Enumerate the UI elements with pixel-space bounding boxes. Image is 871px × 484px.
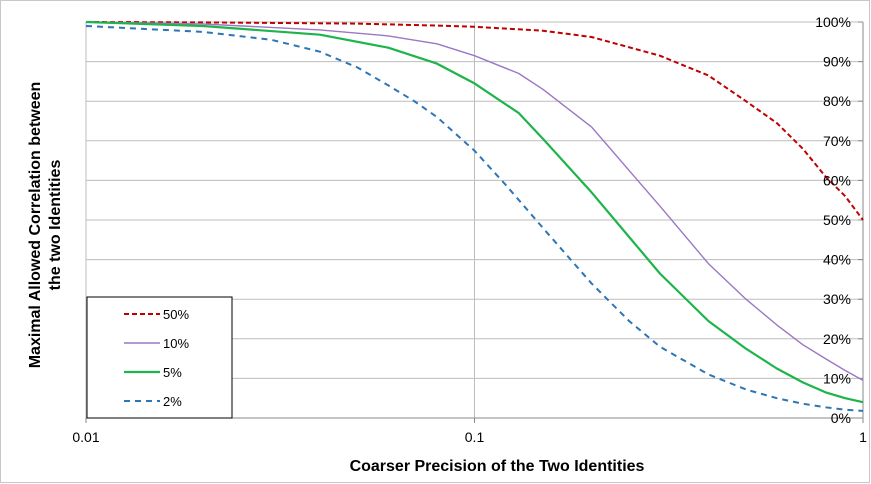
y-tick-label: 40% <box>823 252 851 268</box>
legend-box <box>86 296 233 419</box>
legend-label: 2% <box>163 394 182 409</box>
series-line-10pct <box>85 21 864 382</box>
legend-label: 5% <box>163 365 182 380</box>
y-tick-label: 70% <box>823 133 851 149</box>
y-axis-title-line-1: Maximal Allowed Correlation between <box>27 82 44 369</box>
data-series <box>85 20 864 412</box>
series-line-50pct <box>85 21 864 221</box>
y-axis-title: Maximal Allowed Correlation between the … <box>27 82 64 369</box>
x-tick-labels: 0.01 0.1 1 <box>72 429 867 445</box>
y-tick-label: 10% <box>823 370 851 386</box>
x-tick-label: 0.1 <box>465 429 485 445</box>
y-tick-label: 30% <box>823 291 851 307</box>
y-axis-title-line-2: the two Identities <box>47 160 64 291</box>
legend-label: 10% <box>163 336 189 351</box>
legend: 50% 10% 5% 2% <box>86 296 233 419</box>
x-tick-label: 0.01 <box>72 429 99 445</box>
x-axis-title: Coarser Precision of the Two Identities <box>350 458 645 475</box>
y-tick-label: 20% <box>823 331 851 347</box>
y-tick-label: 60% <box>823 172 851 188</box>
y-tick-label: 100% <box>815 14 851 30</box>
x-tick-label: 1 <box>859 429 867 445</box>
y-tick-label: 90% <box>823 54 851 70</box>
y-tick-label: 50% <box>823 212 851 228</box>
y-tick-labels: 0% 10% 20% 30% 40% 50% 60% 70% 80% 90% 100% <box>815 14 851 426</box>
series-line-2pct <box>85 25 864 412</box>
y-tick-label: 80% <box>823 93 851 109</box>
y-tick-label: 0% <box>831 410 851 426</box>
legend-label: 50% <box>163 307 189 322</box>
series-line-5pct <box>85 20 864 404</box>
